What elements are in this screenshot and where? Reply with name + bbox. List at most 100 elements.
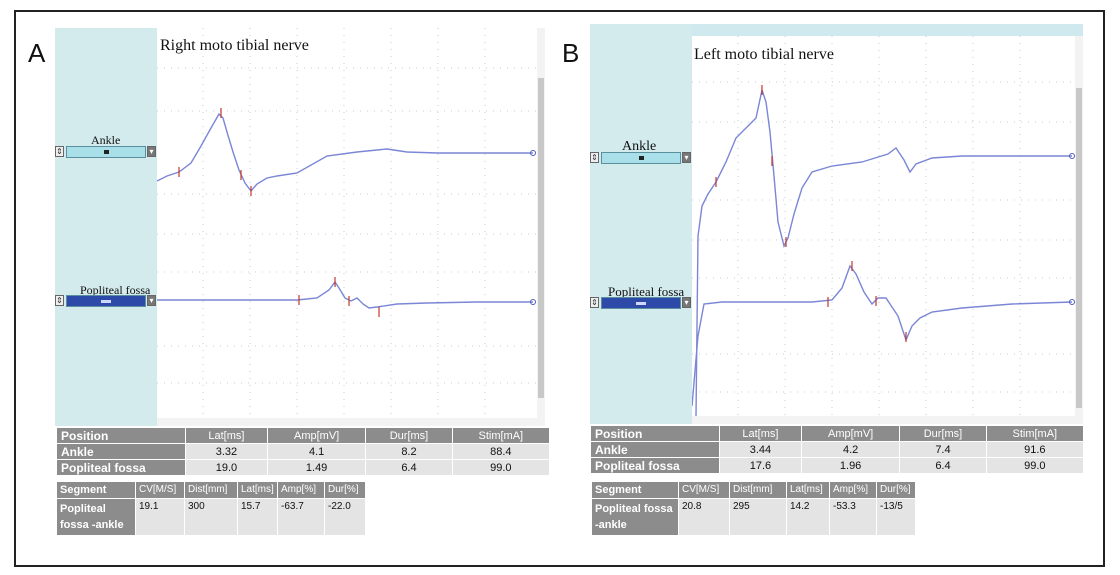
table-cell: 1.49 bbox=[266, 459, 367, 476]
panel-b-latency-markers bbox=[715, 85, 907, 342]
panel-a-popliteal-end-dot bbox=[530, 299, 536, 305]
col-header: Dur[ms] bbox=[365, 427, 453, 444]
table-cell: 88.4 bbox=[451, 443, 551, 460]
panel-a-measurement-table: Position Lat[ms] Amp[mV] Dur[ms] Stim[mA… bbox=[56, 427, 551, 476]
cv-value: 20.8 bbox=[678, 498, 730, 536]
panel-b-channel-sidebar bbox=[590, 24, 692, 424]
col-header: Dur[%] bbox=[324, 481, 366, 499]
panel-a-channel-label-popliteal: Popliteal fossa bbox=[80, 283, 151, 297]
panel-b-vertical-scrollbar[interactable] bbox=[1075, 36, 1083, 416]
panel-a-ankle-right-arrow-icon[interactable]: ▾ bbox=[147, 146, 156, 157]
col-header: Dur[%] bbox=[876, 481, 916, 499]
table-cell: Popliteal fossa bbox=[590, 457, 720, 474]
panel-b-horizontal-scrollbar[interactable] bbox=[692, 416, 1083, 424]
panel-a-channel-label-ankle: Ankle bbox=[91, 133, 121, 147]
table-cell: Popliteal fossa bbox=[56, 459, 186, 476]
col-header: Lat[ms] bbox=[237, 481, 278, 499]
panel-a-letter: A bbox=[28, 38, 46, 68]
col-header: Lat[ms] bbox=[719, 425, 802, 442]
panel-a-ankle-trace bbox=[157, 112, 533, 193]
table-cell: 14.2 bbox=[786, 498, 830, 536]
panel-a-popliteal-right-arrow-icon[interactable]: ▾ bbox=[147, 295, 156, 306]
table-cell: 99.0 bbox=[985, 457, 1085, 474]
col-header: Amp[mV] bbox=[266, 427, 367, 444]
panel-b-top-strip bbox=[660, 24, 1083, 36]
table-cell: 295 bbox=[729, 498, 787, 536]
col-header: CV[M/S] bbox=[678, 481, 730, 499]
panel-a-channel-sidebar bbox=[55, 28, 157, 426]
col-header: Amp[%] bbox=[277, 481, 325, 499]
panel-b-trace-title: Left moto tibial nerve bbox=[694, 46, 834, 63]
panel-a-vertical-scroll-thumb[interactable] bbox=[538, 78, 544, 398]
col-header: Dur[ms] bbox=[899, 425, 987, 442]
table-cell: 91.6 bbox=[985, 441, 1085, 458]
panel-b-segment-table: Segment CV[M/S] Dist[mm] Lat[ms] Amp[%] … bbox=[591, 481, 916, 536]
table-cell: Ankle bbox=[56, 443, 186, 460]
col-header: Dist[mm] bbox=[729, 481, 787, 499]
panel-a-vertical-scrollbar[interactable] bbox=[537, 28, 545, 418]
panel-a-ankle-channel-bar[interactable] bbox=[66, 146, 146, 158]
table-cell: -13/5 bbox=[876, 498, 916, 536]
channel-marker-icon bbox=[636, 302, 646, 305]
table-cell: 17.6 bbox=[719, 457, 802, 474]
table-cell: 6.4 bbox=[899, 457, 987, 474]
col-header: Segment bbox=[56, 481, 136, 499]
panel-b-channel-label-ankle: Ankle bbox=[622, 139, 657, 154]
col-header: Position bbox=[56, 427, 186, 444]
table-cell: 6.4 bbox=[365, 459, 453, 476]
col-header: Segment bbox=[591, 481, 679, 499]
panel-a-popliteal-left-arrow-icon[interactable]: ⇕ bbox=[55, 295, 64, 306]
panel-a-popliteal-channel-bar[interactable] bbox=[66, 295, 146, 307]
panel-b-popliteal-left-arrow-icon[interactable]: ⇕ bbox=[590, 297, 599, 308]
panel-b-ankle-left-arrow-icon[interactable]: ⇕ bbox=[590, 152, 599, 163]
panel-a-grid bbox=[157, 28, 537, 418]
table-cell: 99.0 bbox=[451, 459, 551, 476]
table-cell: 4.1 bbox=[266, 443, 367, 460]
col-header: Position bbox=[590, 425, 720, 442]
table-cell: 15.7 bbox=[237, 498, 278, 536]
table-cell: 4.2 bbox=[800, 441, 901, 458]
panel-b-popliteal-end-dot bbox=[1069, 299, 1075, 305]
panel-a-ankle-left-arrow-icon[interactable]: ⇕ bbox=[55, 146, 64, 157]
table-cell: 1.96 bbox=[800, 457, 901, 474]
table-cell: 3.32 bbox=[185, 443, 268, 460]
table-cell: -53.3 bbox=[829, 498, 877, 536]
col-header: Amp[mV] bbox=[800, 425, 901, 442]
col-header: Amp[%] bbox=[829, 481, 877, 499]
channel-marker-icon bbox=[639, 156, 644, 160]
panel-b-popliteal-right-arrow-icon[interactable]: ▾ bbox=[682, 297, 691, 308]
panel-a-waveforms bbox=[157, 28, 537, 418]
panel-a-segment-table: Segment CV[M/S] Dist[mm] Lat[ms] Amp[%] … bbox=[56, 481, 366, 536]
panel-b-channel-label-popliteal: Popliteal fossa bbox=[608, 284, 685, 299]
table-cell: 8.2 bbox=[365, 443, 453, 460]
channel-marker-icon bbox=[101, 300, 111, 303]
table-cell: 300 bbox=[184, 498, 238, 536]
panel-b-waveform-screen bbox=[692, 36, 1083, 424]
col-header: CV[M/S] bbox=[135, 481, 185, 499]
panel-b-waveforms bbox=[692, 36, 1075, 417]
col-header: Dist[mm] bbox=[184, 481, 238, 499]
table-cell: 7.4 bbox=[899, 441, 987, 458]
panel-b-letter: B bbox=[562, 38, 580, 68]
panel-a-waveform-screen bbox=[157, 28, 545, 426]
panel-b-vertical-scroll-thumb[interactable] bbox=[1076, 88, 1082, 408]
panel-a-ankle-end-dot bbox=[530, 150, 536, 156]
col-header: Lat[ms] bbox=[185, 427, 268, 444]
table-cell: Popliteal fossa -ankle bbox=[591, 498, 679, 536]
panel-b-ankle-right-arrow-icon[interactable]: ▾ bbox=[682, 152, 691, 163]
panel-b-popliteal-channel-bar[interactable] bbox=[601, 297, 681, 309]
table-cell: Popliteal fossa -ankle bbox=[56, 498, 136, 536]
cv-value: 19.1 bbox=[135, 498, 185, 536]
channel-marker-icon bbox=[104, 150, 109, 154]
col-header: Lat[ms] bbox=[786, 481, 830, 499]
panel-a-latency-markers bbox=[178, 108, 380, 317]
table-cell: Ankle bbox=[590, 441, 720, 458]
panel-b-grid bbox=[692, 36, 1074, 416]
panel-a-trace-title: Right moto tibial nerve bbox=[160, 37, 309, 54]
panel-b-ankle-channel-bar[interactable] bbox=[601, 152, 681, 164]
panel-a-popliteal-trace bbox=[157, 280, 533, 309]
panel-a-horizontal-scrollbar[interactable] bbox=[157, 418, 545, 426]
panel-b-popliteal-trace bbox=[692, 264, 1073, 407]
table-cell: 3.44 bbox=[719, 441, 802, 458]
panel-b-measurement-table: Position Lat[ms] Amp[mV] Dur[ms] Stim[mA… bbox=[590, 425, 1085, 474]
